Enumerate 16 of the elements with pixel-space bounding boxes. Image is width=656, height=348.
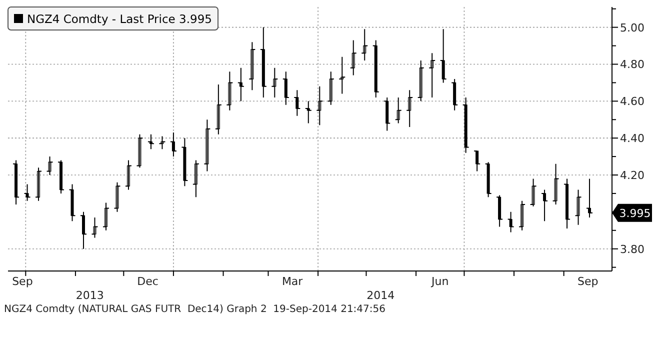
x-tick-label: Mar bbox=[282, 275, 304, 288]
text: 3.995 bbox=[619, 206, 651, 220]
y-tick-label: 4.40 bbox=[620, 132, 644, 146]
x-tick-label: Dec bbox=[137, 275, 158, 288]
x2-tick-label: 2014 bbox=[366, 289, 395, 302]
x2-tick-label: 2013 bbox=[76, 289, 104, 302]
x-tick-label: Sep bbox=[12, 275, 33, 288]
y-tick-label: 5.00 bbox=[620, 21, 644, 34]
y-tick-label: 3.80 bbox=[620, 242, 644, 256]
x-tick-label: Sep bbox=[578, 275, 598, 288]
legend-label: NGZ4 Comdty - Last Price 3.995 bbox=[27, 12, 212, 26]
y-tick-label: 4.80 bbox=[620, 58, 644, 72]
y-tick-label: 4.60 bbox=[620, 95, 644, 108]
y-tick-label: 4.20 bbox=[620, 169, 644, 182]
x-tick-label: Jun bbox=[430, 275, 449, 288]
text: NGZ4 Comdty (NATURAL GAS FUTR Dec14) Graph 2 19-Sep-2014 21:47:56 bbox=[4, 304, 386, 315]
